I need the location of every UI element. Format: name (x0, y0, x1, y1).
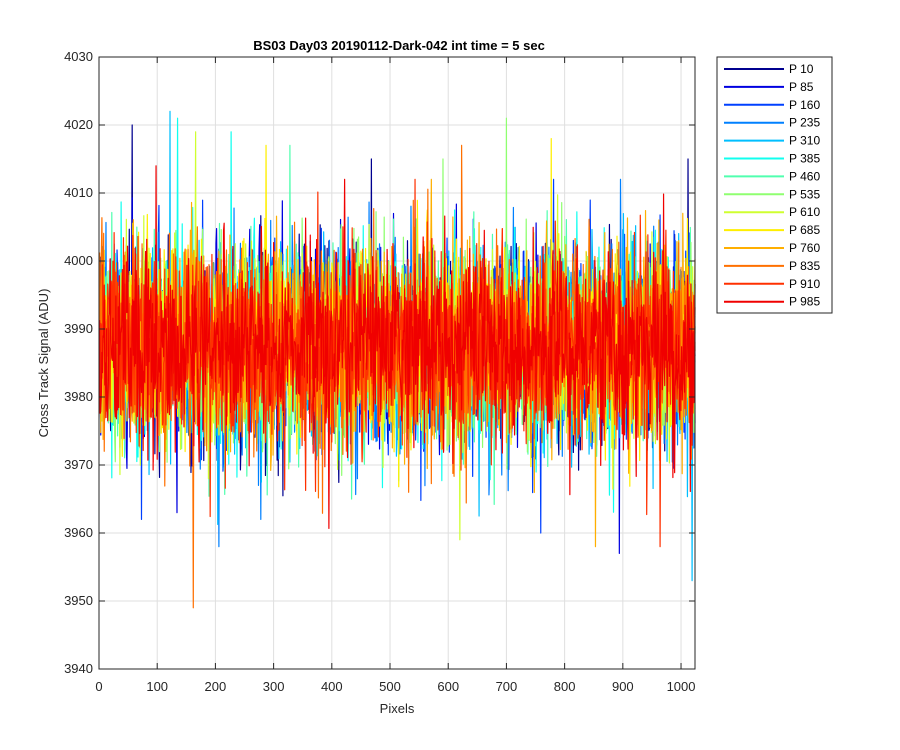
legend: P 10 P 85 P 160 P 235 P 310 P 385 P 460 P 535 P … (716, 56, 833, 314)
x-axis-label: Pixels (380, 701, 415, 716)
y-tick-label: 3970 (64, 457, 93, 472)
y-tick-label: 4010 (64, 185, 93, 200)
legend-label: P 235 (789, 116, 820, 130)
legend-label: P 685 (789, 223, 820, 237)
legend-box (716, 56, 833, 314)
x-tick-label: 600 (437, 679, 459, 694)
x-tick-label: 100 (146, 679, 168, 694)
chart-title: BS03 Day03 20190112-Dark-042 int time = … (253, 38, 545, 53)
plot-frame (98, 56, 696, 670)
x-tick-label: 700 (496, 679, 518, 694)
legend-label: P 385 (789, 152, 820, 166)
x-tick-label: 800 (554, 679, 576, 694)
legend-label: P 760 (789, 241, 820, 255)
legend-label: P 10 (789, 62, 814, 76)
legend-label: P 310 (789, 134, 820, 148)
x-tick-label: 0 (95, 679, 102, 694)
legend-label: P 85 (789, 80, 814, 94)
legend-label: P 835 (789, 259, 820, 273)
legend-label: P 610 (789, 205, 820, 219)
y-tick-label: 3950 (64, 593, 93, 608)
x-tick-label: 400 (321, 679, 343, 694)
legend-label: P 160 (789, 98, 820, 112)
legend-entries: P 10 P 85 P 160 P 235 P 310 P 385 P 460 P 535 P … (724, 62, 820, 309)
y-tick-label: 4000 (64, 253, 93, 268)
series-lines (98, 110, 696, 609)
axis-ticks (98, 56, 695, 670)
y-tick-label: 3980 (64, 389, 93, 404)
legend-label: P 910 (789, 277, 820, 291)
legend-label: P 535 (789, 187, 820, 201)
series-line-p-910 (98, 178, 696, 548)
y-tick-label: 4020 (64, 117, 93, 132)
legend-label: P 460 (789, 169, 820, 183)
y-tick-label: 3990 (64, 321, 93, 336)
legend-label: P 985 (789, 295, 820, 309)
series-line-p-985 (98, 165, 696, 530)
x-tick-label: 200 (205, 679, 227, 694)
y-axis-label: Cross Track Signal (ADU) (36, 289, 51, 438)
x-tick-label: 900 (612, 679, 634, 694)
y-tick-label: 3960 (64, 525, 93, 540)
x-tick-label: 300 (263, 679, 285, 694)
y-tick-labels: 3940 3950 3960 3970 3980 3990 4000 4010 4020 4030 (64, 49, 93, 676)
y-tick-label: 4030 (64, 49, 93, 64)
x-tick-labels: 0 100 200 300 400 500 600 700 800 900 1000 (95, 679, 695, 694)
x-tick-label: 500 (379, 679, 401, 694)
y-tick-label: 3940 (64, 661, 93, 676)
x-tick-label: 1000 (667, 679, 696, 694)
